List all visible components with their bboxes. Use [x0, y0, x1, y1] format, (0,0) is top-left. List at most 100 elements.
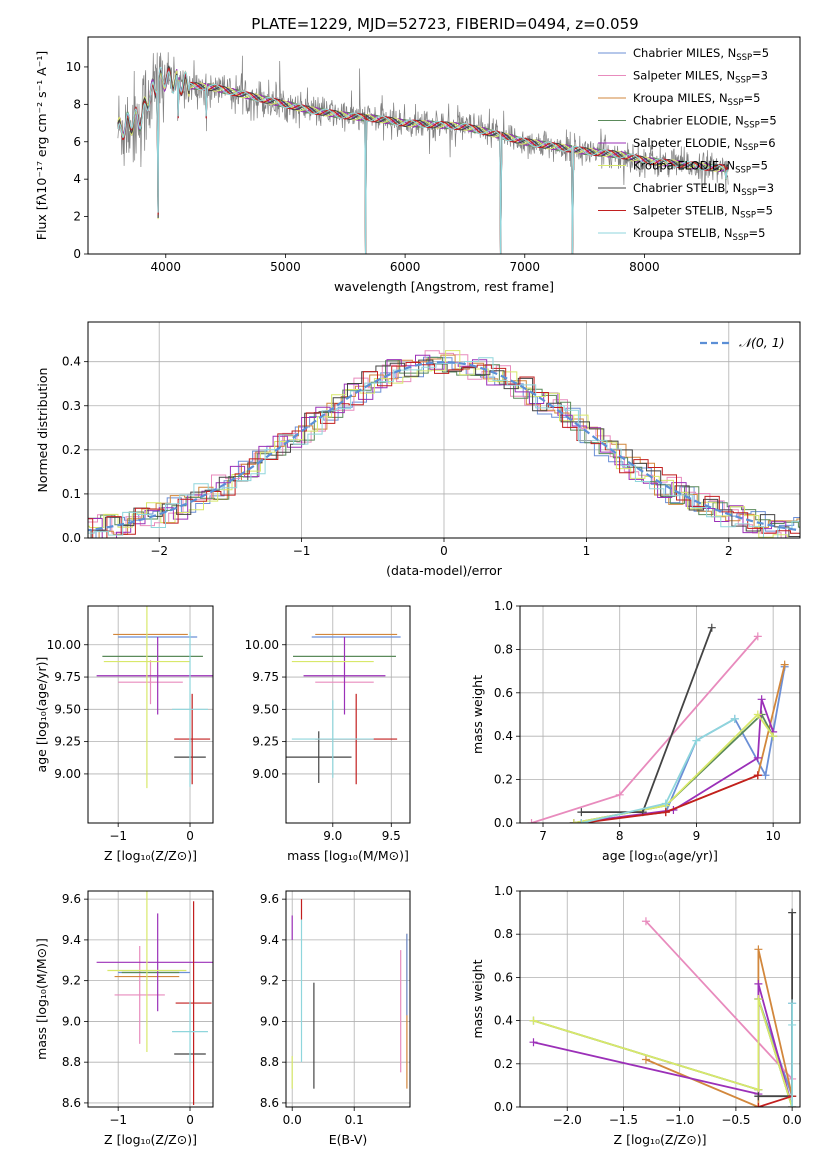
model-spectrum-line: [117, 67, 729, 254]
series-marker: [641, 917, 650, 926]
y-tick-label: 0.2: [494, 773, 513, 787]
legend-label: Chabrier ELODIE, NSSP=5: [633, 114, 777, 131]
x-tick-label: −1: [293, 544, 311, 558]
x-tick-label: 0: [440, 544, 448, 558]
y-tick-label: 0.8: [494, 642, 513, 656]
series-marker: [577, 808, 586, 817]
series-marker: [753, 632, 762, 641]
y-tick-label: 0.0: [494, 816, 513, 830]
panel-spectrum: 4000 5000 6000 7000 8000 0 2 4 6 8 10 wavelength [A…: [34, 36, 801, 294]
y-tick-label: 8.8: [260, 1055, 279, 1069]
y-tick-label: 9.00: [252, 767, 279, 781]
y-tick-label: 9.25: [252, 735, 279, 749]
y-tick-label: 2: [73, 210, 81, 224]
x-tick-label: 0.1: [345, 1113, 364, 1127]
y-tick-label: 0.2: [494, 1057, 513, 1071]
x-tick-label: 9: [693, 829, 701, 843]
series-marker: [641, 1055, 650, 1064]
x-tick-label: −1: [109, 829, 127, 843]
x-tick-label: −1.5: [609, 1113, 638, 1127]
series-marker: [757, 695, 766, 704]
legend-label: Kroupa ELODIE, NSSP=5: [633, 159, 768, 176]
legend-label: Kroupa STELIB, NSSP=5: [633, 226, 765, 243]
series-marker: [529, 1038, 538, 1047]
y-tick-label: 9.0: [260, 1014, 279, 1028]
x-axis-label: age [log₁₀(age/yr)]: [602, 848, 718, 863]
series-marker: [577, 819, 586, 823]
model-spectrum-line: [117, 66, 729, 254]
x-tick-label: 7000: [509, 260, 540, 274]
legend-label: Salpeter MILES, NSSP=3: [633, 69, 768, 86]
x-tick-label: −2.0: [553, 1113, 582, 1127]
series-marker: [788, 999, 797, 1008]
legend-label: Kroupa MILES, NSSP=5: [633, 91, 760, 108]
y-tick-label: 9.4: [62, 933, 81, 947]
model-spectrum-line: [117, 66, 729, 254]
y-tick-label: 0: [73, 247, 81, 261]
y-axis-label: mass weight: [470, 959, 485, 1038]
x-tick-label: 4000: [151, 260, 182, 274]
y-tick-label: 9.75: [252, 670, 279, 684]
panel-mass-vs-ebv: 0.0 0.1 8.6 8.8 9.0 9.2 9.4 9.6 E(B-V): [260, 890, 411, 1147]
series-marker: [753, 753, 762, 762]
y-tick-label: 0.8: [494, 927, 513, 941]
panel-age-vs-mass: 9.0 9.5 9.00 9.25 9.50 9.75 10.00 mass [log₁₀(M…: [245, 605, 411, 863]
x-tick-label: 6000: [390, 260, 421, 274]
x-axis-label: mass [log₁₀(M/M⊙)]: [287, 848, 409, 863]
series-marker: [788, 1020, 797, 1029]
series-line: [758, 1095, 793, 1107]
y-axis-label: mass [log₁₀(M/M⊙)]: [34, 938, 49, 1060]
y-tick-label: 1.0: [494, 884, 513, 898]
plot-area: [529, 908, 797, 1107]
figure-title: PLATE=1229, MJD=52723, FIBERID=0494, z=0…: [251, 15, 638, 33]
y-tick-label: 10.00: [47, 638, 81, 652]
x-tick-label: 1: [583, 544, 591, 558]
y-tick-label: 0.0: [62, 531, 81, 545]
series-marker: [661, 799, 670, 808]
series-marker: [754, 945, 763, 954]
y-tick-label: 9.25: [54, 735, 81, 749]
series-marker: [730, 714, 739, 723]
series-marker: [707, 623, 716, 632]
x-tick-label: −0.5: [721, 1113, 750, 1127]
axes-frame: [87, 605, 214, 824]
axes-frame: [285, 890, 411, 1108]
x-tick-label: 9.5: [382, 829, 401, 843]
panel-mass-weight-vs-Z: −2.0 −1.5 −1.0 −0.5 0.0 0.0 0.2 0.4 0.6 0.8 1.0 Z […: [470, 884, 802, 1147]
x-tick-label: 5000: [270, 260, 301, 274]
series-marker: [661, 808, 670, 817]
series-marker: [615, 790, 624, 799]
plot-area: [117, 52, 729, 254]
plot-area: [291, 899, 408, 1089]
x-tick-label: 0: [186, 1113, 194, 1127]
y-tick-label: 9.2: [62, 974, 81, 988]
y-tick-label: 0.3: [62, 399, 81, 413]
panel-age-vs-Z: −1 0 9.00 9.25 9.50 9.75 10.00 Z [log₁₀(Z/Z⊙)] a…: [34, 605, 214, 863]
y-tick-label: 9.00: [54, 767, 81, 781]
histogram-step: [88, 350, 800, 538]
series-marker: [754, 979, 763, 988]
histogram-step: [88, 354, 800, 538]
axes-frame: [87, 890, 214, 1108]
y-tick-label: 10.00: [245, 638, 279, 652]
plot-area: [96, 891, 213, 1105]
y-tick-label: 0.1: [62, 487, 81, 501]
x-tick-label: 0: [186, 829, 194, 843]
axes-frame: [519, 605, 801, 824]
axes-frame: [519, 890, 801, 1108]
series-line: [533, 998, 793, 1107]
y-tick-label: 6: [73, 135, 81, 149]
series-line: [581, 627, 713, 813]
x-tick-label: 0.0: [783, 1113, 802, 1127]
axes-frame: [87, 36, 801, 255]
series-marker: [753, 771, 762, 780]
series-marker: [692, 736, 701, 745]
series-marker: [788, 908, 797, 917]
series-marker: [780, 660, 789, 669]
y-tick-label: 0.0: [494, 1100, 513, 1114]
x-tick-label: 9.0: [323, 829, 342, 843]
y-tick-label: 0.6: [494, 686, 513, 700]
plot-area: [527, 623, 789, 823]
x-tick-label: 0.0: [283, 1113, 302, 1127]
